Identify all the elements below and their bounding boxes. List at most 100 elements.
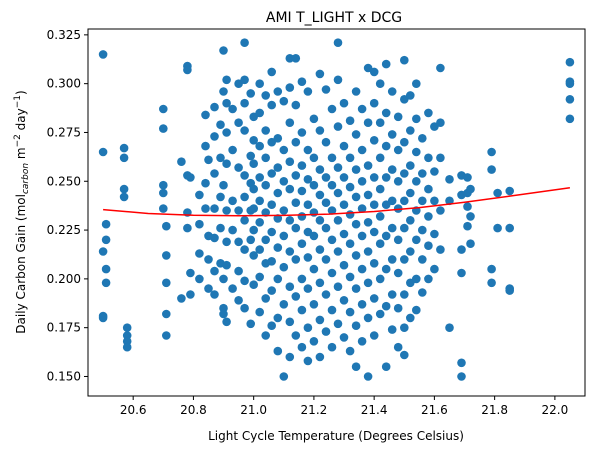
data-point <box>375 212 385 221</box>
data-point <box>273 243 283 252</box>
data-point <box>357 104 367 114</box>
data-point <box>357 264 367 274</box>
data-point <box>273 346 283 356</box>
data-point <box>505 186 514 196</box>
data-point <box>393 204 403 213</box>
data-point <box>315 126 325 135</box>
data-point <box>309 208 319 217</box>
data-point <box>393 303 403 313</box>
data-point <box>333 247 343 256</box>
data-point <box>430 167 439 176</box>
data-point <box>487 264 496 274</box>
data-point <box>369 173 379 182</box>
data-point <box>246 89 255 98</box>
data-point <box>400 196 409 206</box>
data-point <box>357 204 367 213</box>
data-point <box>101 264 111 274</box>
data-point <box>351 87 361 96</box>
y-axis-title-sup2: −1 <box>13 95 23 108</box>
data-point <box>267 200 277 209</box>
data-point <box>119 192 129 202</box>
data-point <box>273 87 283 96</box>
data-point <box>177 157 186 166</box>
data-point <box>363 313 373 323</box>
data-point <box>418 255 427 264</box>
data-point <box>565 114 575 124</box>
data-point <box>466 212 475 221</box>
data-point <box>216 120 225 129</box>
data-point <box>393 145 403 155</box>
data-point <box>297 342 307 352</box>
data-point <box>363 63 373 73</box>
data-point <box>285 157 295 166</box>
data-point <box>249 184 258 194</box>
data-point <box>424 212 433 221</box>
data-point <box>418 225 427 235</box>
data-point <box>393 177 403 186</box>
x-tick-label: 20.6 <box>120 403 147 417</box>
data-point <box>279 372 289 381</box>
data-point <box>210 169 219 178</box>
data-point <box>240 192 249 202</box>
data-point <box>222 237 231 247</box>
y-axis-title-sup1: −2 <box>13 134 23 147</box>
data-point <box>162 251 171 260</box>
data-point <box>279 262 289 272</box>
data-point <box>309 180 319 190</box>
data-point <box>122 323 132 333</box>
data-point <box>216 153 225 163</box>
data-point <box>222 98 231 108</box>
data-point <box>279 177 289 186</box>
data-point <box>333 38 343 47</box>
data-point <box>445 196 454 206</box>
data-point <box>267 321 277 331</box>
data-point <box>267 227 277 237</box>
data-point <box>345 182 355 192</box>
x-tick-label: 21.6 <box>421 403 448 417</box>
data-point <box>249 251 258 260</box>
data-point <box>505 223 514 233</box>
data-point <box>387 130 397 139</box>
data-point <box>424 108 433 118</box>
data-point <box>291 255 301 264</box>
data-point <box>400 223 409 233</box>
data-point <box>565 95 575 104</box>
data-point <box>240 303 249 313</box>
data-point <box>267 257 277 266</box>
data-point <box>240 75 249 85</box>
points-layer <box>98 38 575 381</box>
data-point <box>445 175 454 184</box>
data-point <box>315 245 325 254</box>
data-point <box>393 268 403 278</box>
data-point <box>333 188 343 198</box>
x-axis-title: Light Cycle Temperature (Degrees Celsius… <box>208 429 464 443</box>
data-point <box>369 259 379 268</box>
x-axis: 20.6 20.8 21.0 21.2 21.4 21.6 21.8 22.0 <box>120 396 568 417</box>
data-point <box>406 126 415 135</box>
x-tick-label: 21.2 <box>301 403 328 417</box>
data-point <box>381 108 391 118</box>
data-point <box>321 255 331 264</box>
data-point <box>430 264 439 274</box>
data-point <box>436 245 445 254</box>
data-point <box>363 218 373 227</box>
data-point <box>240 216 249 225</box>
data-point <box>291 54 301 63</box>
data-point <box>234 266 243 276</box>
data-point <box>321 223 331 233</box>
data-point <box>279 206 289 215</box>
data-point <box>369 331 379 340</box>
data-point <box>159 204 168 213</box>
data-point <box>363 161 373 170</box>
data-point <box>303 356 313 366</box>
data-point <box>210 102 219 112</box>
data-point <box>222 75 231 85</box>
data-point <box>412 114 421 124</box>
data-point <box>297 161 307 170</box>
data-point <box>210 132 219 141</box>
data-point <box>249 159 258 168</box>
data-point <box>234 118 243 127</box>
data-point <box>400 350 409 360</box>
data-point <box>406 161 415 170</box>
data-point <box>267 169 277 178</box>
